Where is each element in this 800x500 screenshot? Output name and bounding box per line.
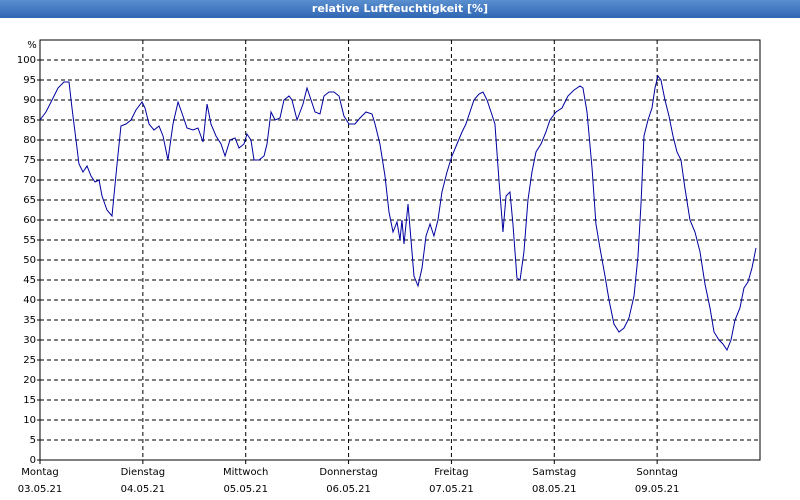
x-tick-date: 05.05.21 xyxy=(223,484,268,495)
y-tick-label: 70 xyxy=(23,175,36,186)
y-tick-label: 50 xyxy=(23,255,36,266)
y-tick-label: 5 xyxy=(30,435,36,446)
y-tick-label: 35 xyxy=(23,315,36,326)
y-tick-label: 65 xyxy=(23,195,36,206)
y-tick-label: 100 xyxy=(17,55,36,66)
y-tick-label: 0 xyxy=(30,455,36,466)
y-tick-label: 20 xyxy=(23,375,36,386)
x-tick-date: 04.05.21 xyxy=(121,484,166,495)
x-tick-date: 07.05.21 xyxy=(429,484,474,495)
y-tick-label: 40 xyxy=(23,295,36,306)
x-tick-date: 03.05.21 xyxy=(18,484,63,495)
y-tick-label: 90 xyxy=(23,95,36,106)
chart: % 0 5 10 15 20 25 30 35 40 45 50 55 60 65 70 75 80 85 90 95… xyxy=(17,39,761,495)
y-tick-label: 15 xyxy=(23,395,36,406)
title-bar: relative Luftfeuchtigkeit [%] xyxy=(0,0,800,18)
y-tick-label: 55 xyxy=(23,235,36,246)
x-tick-label: Samstag xyxy=(532,467,576,478)
y-tick-label: 30 xyxy=(23,335,36,346)
x-tick-label: Sonntag xyxy=(636,467,678,478)
x-tick-date: 09.05.21 xyxy=(635,484,680,495)
y-tick-label: 75 xyxy=(23,155,36,166)
x-tick-date: 08.05.21 xyxy=(532,484,577,495)
y-tick-label: 10 xyxy=(23,415,36,426)
y-tick-label: 80 xyxy=(23,135,36,146)
x-tick-label: Dienstag xyxy=(121,467,166,478)
y-tick-label: 45 xyxy=(23,275,36,286)
line xyxy=(39,74,757,352)
x-tick-label: Freitag xyxy=(434,467,468,478)
x-tick-label: Donnerstag xyxy=(319,467,377,478)
y-tick-label: 95 xyxy=(23,75,36,86)
x-tick-label: Mittwoch xyxy=(223,467,268,478)
x-tick-date: 06.05.21 xyxy=(326,484,371,495)
x-tick-label: Montag xyxy=(21,467,58,478)
y-unit: % xyxy=(27,40,37,51)
plot-frame xyxy=(39,39,761,461)
y-tick-label: 25 xyxy=(23,355,36,366)
y-tick-label: 85 xyxy=(23,115,36,126)
y-tick-label: 60 xyxy=(23,215,36,226)
